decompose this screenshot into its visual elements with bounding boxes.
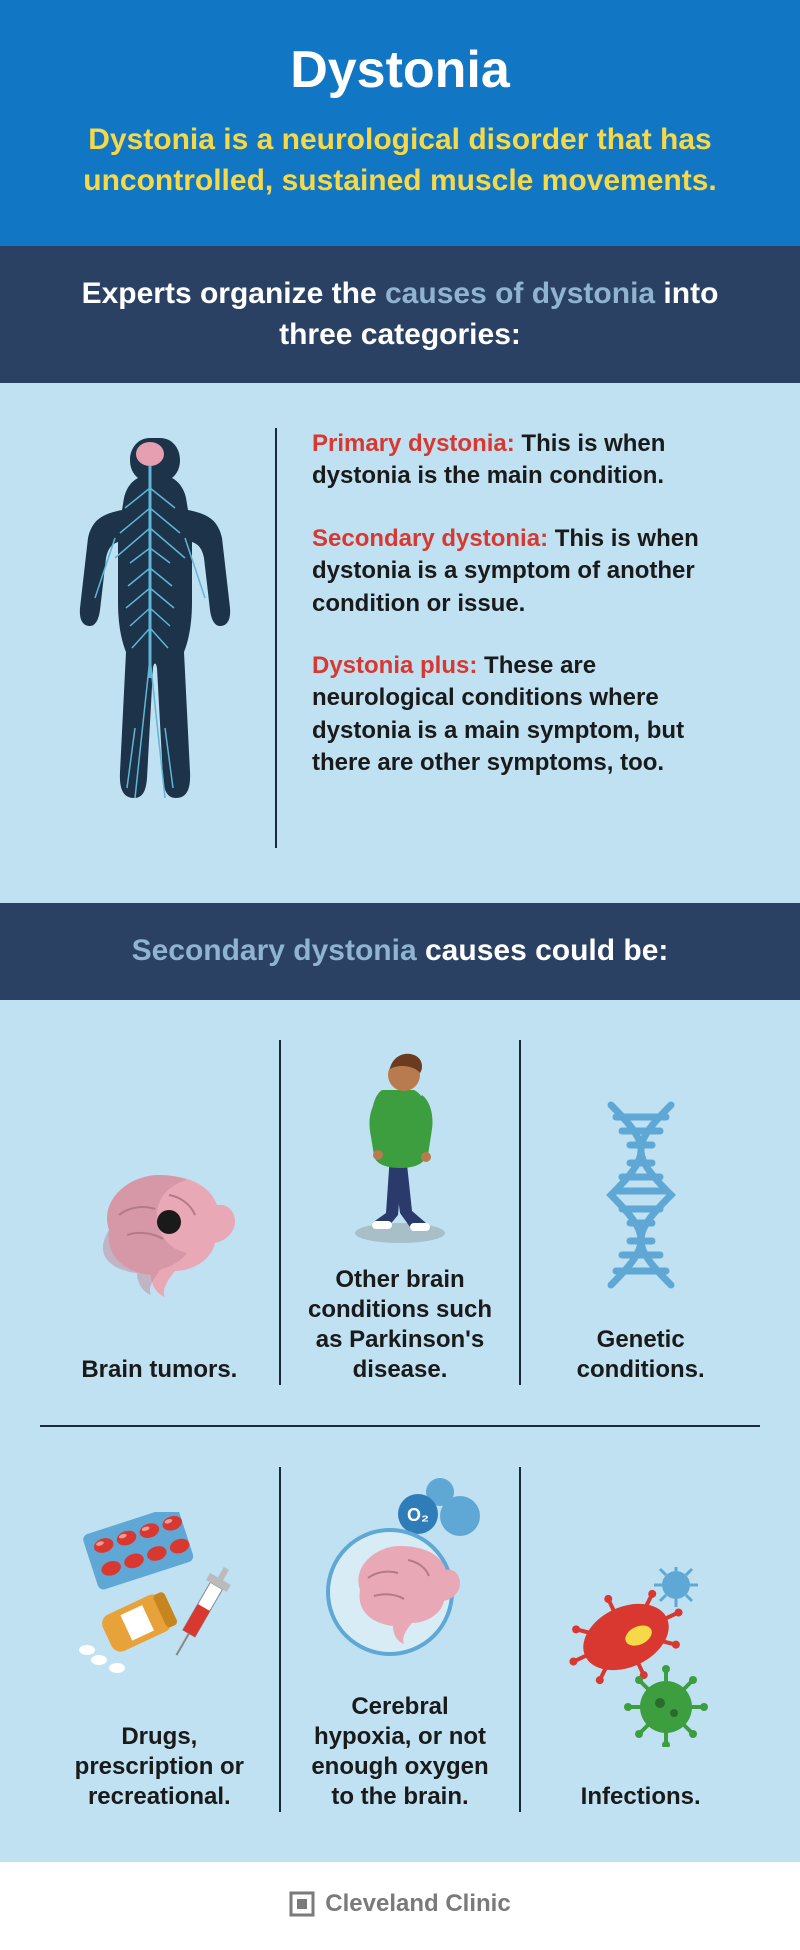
cause-label: Infections. bbox=[581, 1782, 701, 1812]
subheader-prefix: Experts organize the bbox=[82, 277, 385, 310]
cause-cell-hypoxia: O₂ Cerebral hypoxia, or not enough oxyge… bbox=[279, 1467, 520, 1812]
cause-cell-genetic: Genetic conditions. bbox=[519, 1040, 760, 1385]
category-label: Secondary dystonia: bbox=[312, 525, 555, 552]
causes-row: Brain tumors. bbox=[40, 1040, 760, 1427]
page-title: Dystonia bbox=[50, 40, 750, 100]
category-item: Primary dystonia: This is when dystonia … bbox=[312, 428, 740, 493]
cause-label: Drugs, prescription or recreational. bbox=[60, 1722, 259, 1812]
causes-grid: Brain tumors. bbox=[0, 1000, 800, 1862]
causes-header-suffix: causes could be: bbox=[425, 934, 668, 967]
svg-text:O₂: O₂ bbox=[407, 1505, 429, 1525]
causes-row: Drugs, prescription or recreational. O₂ bbox=[40, 1467, 760, 1812]
cause-cell-infections: Infections. bbox=[519, 1467, 760, 1812]
causes-header: Secondary dystonia causes could be: bbox=[0, 903, 800, 1000]
cause-label: Brain tumors. bbox=[81, 1355, 237, 1385]
nervous-system-icon bbox=[60, 428, 240, 848]
header: Dystonia Dystonia is a neurological diso… bbox=[0, 0, 800, 246]
causes-header-highlight: Secondary dystonia bbox=[132, 934, 425, 967]
dna-helix-icon bbox=[586, 1100, 696, 1300]
parkinsons-person-icon bbox=[330, 1040, 470, 1240]
cause-cell-brain-tumors: Brain tumors. bbox=[40, 1040, 279, 1385]
footer: Cleveland Clinic bbox=[0, 1862, 800, 1950]
subheader-highlight: causes of dystonia bbox=[385, 277, 655, 310]
categories-panel: Primary dystonia: This is when dystonia … bbox=[0, 383, 800, 903]
categories-list: Primary dystonia: This is when dystonia … bbox=[275, 428, 740, 848]
infographic-root: Dystonia Dystonia is a neurological diso… bbox=[0, 0, 800, 1950]
causes-header-text: Secondary dystonia causes could be: bbox=[50, 931, 750, 972]
cause-cell-drugs: Drugs, prescription or recreational. bbox=[40, 1467, 279, 1812]
category-item: Dystonia plus: These are neurological co… bbox=[312, 650, 740, 780]
cause-cell-parkinsons: Other brain conditions such as Parkinson… bbox=[279, 1040, 520, 1385]
cause-label: Genetic conditions. bbox=[541, 1325, 740, 1385]
category-label: Primary dystonia: bbox=[312, 430, 521, 457]
brain-hypoxia-icon: O₂ bbox=[310, 1467, 490, 1667]
drugs-icon bbox=[69, 1497, 249, 1697]
cause-label: Cerebral hypoxia, or not enough oxygen t… bbox=[301, 1692, 500, 1812]
cleveland-clinic-logo-icon bbox=[289, 1891, 315, 1917]
categories-header: Experts organize the causes of dystonia … bbox=[0, 246, 800, 383]
category-label: Dystonia plus: bbox=[312, 652, 484, 679]
brain-tumor-icon bbox=[79, 1130, 239, 1330]
germs-icon bbox=[556, 1557, 726, 1757]
footer-brand: Cleveland Clinic bbox=[289, 1890, 510, 1918]
categories-header-text: Experts organize the causes of dystonia … bbox=[50, 274, 750, 355]
footer-brand-text: Cleveland Clinic bbox=[325, 1890, 510, 1918]
category-item: Secondary dystonia: This is when dystoni… bbox=[312, 523, 740, 620]
cause-label: Other brain conditions such as Parkinson… bbox=[301, 1265, 500, 1385]
header-subtitle: Dystonia is a neurological disorder that… bbox=[50, 120, 750, 201]
